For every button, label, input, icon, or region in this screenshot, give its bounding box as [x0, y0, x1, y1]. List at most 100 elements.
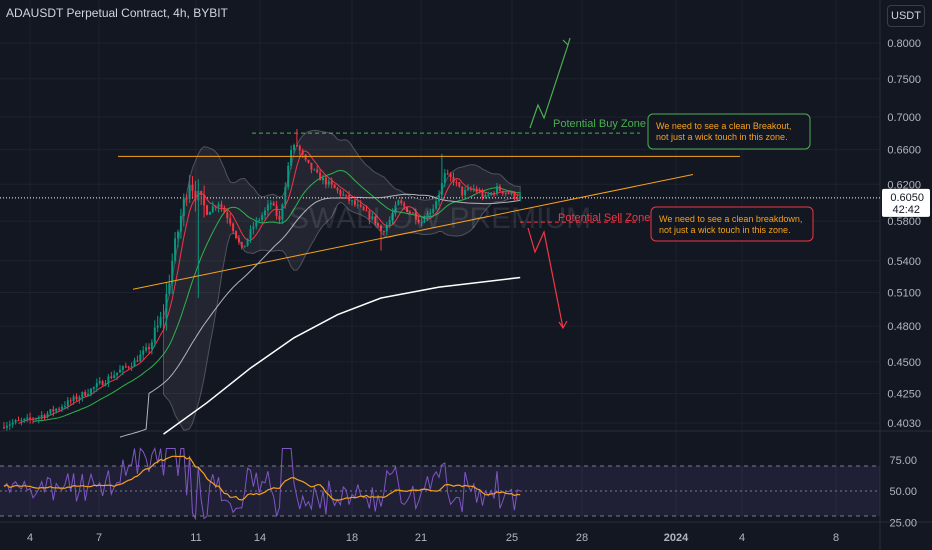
- bearish-arrowhead: [558, 320, 568, 330]
- candle-body: [188, 184, 191, 199]
- candle-body: [365, 210, 368, 212]
- candle-body: [229, 218, 232, 224]
- candle-body: [63, 406, 66, 408]
- candle-body: [130, 366, 133, 368]
- candle-body: [156, 325, 159, 328]
- candle-body: [414, 213, 417, 220]
- candle-body: [342, 194, 345, 196]
- candle-body: [110, 376, 113, 378]
- candle-body: [127, 366, 130, 368]
- price-tick-label: 0.4030: [887, 418, 921, 430]
- price-tick-label: 0.6200: [887, 179, 921, 191]
- bearish-projection-arrow: [527, 227, 564, 329]
- candle-body: [46, 413, 49, 418]
- candle-body: [165, 293, 168, 318]
- candle-body: [252, 226, 255, 230]
- candle-body: [32, 418, 34, 420]
- candle-body: [290, 149, 293, 166]
- candle-body: [464, 190, 467, 196]
- trendlines: [118, 37, 740, 330]
- buy-zone-label: Potential Buy Zone: [553, 118, 646, 130]
- candle-body: [507, 192, 510, 194]
- candle-body: [504, 192, 507, 194]
- candle-body: [208, 212, 211, 215]
- candle-body: [162, 317, 165, 319]
- candle-body: [72, 396, 75, 401]
- candle-body: [232, 223, 235, 231]
- zones: [0, 132, 880, 223]
- candle-body: [211, 206, 214, 213]
- candle-body: [455, 182, 458, 184]
- candle-body: [197, 190, 200, 201]
- candle-body: [145, 347, 148, 351]
- candle-body: [496, 186, 498, 194]
- candle-body: [322, 177, 324, 181]
- candle-body: [116, 372, 119, 376]
- candle-body: [34, 418, 37, 420]
- rsi-line: [3, 446, 521, 521]
- candle-body: [348, 195, 351, 201]
- candle-body: [298, 145, 301, 151]
- candle-body: [362, 206, 365, 211]
- price-tick-label: 0.7500: [887, 74, 921, 86]
- currency-button[interactable]: USDT: [887, 5, 925, 27]
- candle-body: [438, 194, 440, 202]
- sell-note-line2: not just a wick touch in this zone.: [659, 225, 791, 235]
- candle-body: [255, 220, 258, 227]
- candle-body: [52, 409, 55, 412]
- bar-countdown: 42:42: [892, 204, 920, 216]
- candle-body: [388, 219, 391, 227]
- candle-body: [81, 392, 84, 398]
- candle-body: [26, 417, 29, 419]
- candle-body: [409, 211, 411, 213]
- candle-body: [235, 230, 237, 238]
- candle-body: [179, 216, 182, 232]
- candle-body: [43, 415, 46, 418]
- rising-support-line: [132, 174, 694, 290]
- candle-body: [20, 420, 23, 422]
- candle-body: [3, 427, 5, 429]
- candle-body: [307, 159, 310, 163]
- candle-body: [377, 223, 380, 226]
- candle-body: [84, 392, 87, 396]
- rsi-tick-label: 75.00: [889, 455, 917, 467]
- candle-body: [403, 203, 406, 207]
- candle-body: [467, 188, 469, 191]
- candle-body: [269, 202, 272, 205]
- time-tick-label: 28: [576, 532, 588, 544]
- candle-body: [237, 237, 240, 243]
- price-tick-label: 0.6600: [887, 145, 921, 157]
- candle-body: [446, 173, 449, 175]
- candle-body: [14, 420, 17, 423]
- time-tick-label: 25: [506, 532, 518, 544]
- time-tick-label: 4: [739, 532, 745, 544]
- candle-body: [136, 360, 139, 362]
- candle-body: [92, 387, 95, 389]
- candle-body: [246, 238, 249, 246]
- price-tick-label: 0.4800: [887, 321, 921, 333]
- ma-grey-line: [119, 193, 521, 438]
- candle-body: [121, 366, 124, 370]
- candle-body: [432, 208, 435, 213]
- candle-body: [142, 350, 145, 355]
- candle-body: [449, 173, 452, 177]
- candle-body: [368, 211, 371, 220]
- candle-body: [177, 231, 179, 239]
- time-tick-label: 4: [27, 532, 33, 544]
- candle-body: [345, 194, 348, 196]
- candle-body: [243, 245, 246, 248]
- candle-body: [223, 207, 226, 213]
- candle-body: [98, 381, 101, 384]
- candle-body: [78, 397, 81, 400]
- candle-body: [304, 154, 307, 160]
- candle-body: [324, 177, 327, 185]
- candle-body: [206, 205, 208, 215]
- candle-body: [287, 165, 290, 187]
- candle-body: [240, 242, 243, 248]
- candle-body: [249, 229, 252, 239]
- candle-body: [380, 225, 382, 231]
- candle-body: [214, 206, 217, 208]
- candle-body: [327, 181, 330, 185]
- candle-body: [66, 400, 69, 407]
